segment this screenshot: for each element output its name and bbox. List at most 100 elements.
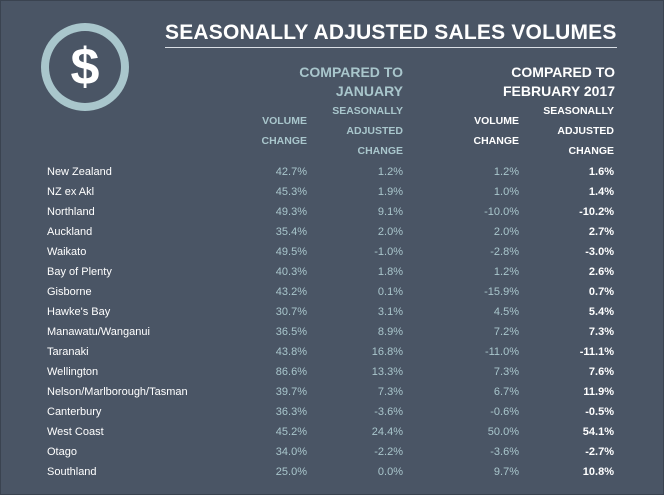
col-header-line: SEASONALLY [332, 105, 403, 117]
col-header-line: CHANGE [473, 135, 519, 147]
region-name: Gisborne [47, 286, 92, 298]
col-header-seasonally-adjusted-feb: SEASONALLY ADJUSTED CHANGE [534, 101, 614, 161]
cell-volume-change-jan: 42.7% [275, 166, 307, 178]
group-header-line: JANUARY [335, 83, 403, 99]
cell-volume-change-jan: 36.5% [275, 326, 307, 338]
cell-sa-change-jan: 2.0% [377, 226, 403, 238]
cell-volume-change-jan: 34.0% [275, 446, 307, 458]
cell-volume-change-feb: 1.2% [493, 166, 519, 178]
table-row: Bay of Plenty 40.3% 1.8% 1.2% 2.6% [1, 262, 664, 282]
region-name: Nelson/Marlborough/Tasman [47, 386, 188, 398]
cell-volume-change-feb: 1.2% [493, 266, 519, 278]
dollar-symbol: $ [49, 31, 121, 103]
cell-sa-change-jan: 0.1% [377, 286, 403, 298]
cell-volume-change-feb: 7.3% [493, 366, 519, 378]
col-header-line: ADJUSTED [557, 125, 614, 137]
region-name: Wellington [47, 366, 99, 378]
title-divider [165, 47, 617, 48]
cell-sa-change-jan: 8.9% [377, 326, 403, 338]
table-row: Waikato 49.5% -1.0% -2.8% -3.0% [1, 242, 664, 262]
region-name: Southland [47, 466, 97, 478]
cell-sa-change-feb: 11.9% [583, 386, 614, 398]
cell-sa-change-feb: -0.5% [585, 406, 614, 418]
cell-volume-change-jan: 43.2% [275, 286, 307, 298]
cell-volume-change-feb: 6.7% [493, 386, 519, 398]
col-header-volume-change-jan: VOLUME CHANGE [247, 111, 307, 151]
cell-sa-change-jan: 9.1% [377, 206, 403, 218]
col-header-line: CHANGE [261, 135, 307, 147]
cell-volume-change-feb: 9.7% [493, 466, 519, 478]
col-header-line: VOLUME [474, 115, 519, 127]
cell-sa-change-feb: 2.6% [588, 266, 614, 278]
cell-volume-change-jan: 36.3% [275, 406, 307, 418]
cell-sa-change-feb: 10.8% [582, 466, 614, 478]
cell-sa-change-jan: -2.2% [374, 446, 403, 458]
col-header-line: CHANGE [357, 145, 403, 157]
table-row: Auckland 35.4% 2.0% 2.0% 2.7% [1, 222, 664, 242]
page-title: SEASONALLY ADJUSTED SALES VOLUMES [165, 21, 617, 44]
col-header-line: CHANGE [568, 145, 614, 157]
cell-volume-change-feb: 4.5% [493, 306, 519, 318]
table-row: Hawke's Bay 30.7% 3.1% 4.5% 5.4% [1, 302, 664, 322]
cell-volume-change-jan: 45.3% [275, 186, 307, 198]
table-row: Nelson/Marlborough/Tasman 39.7% 7.3% 6.7% 11… [1, 382, 664, 402]
cell-volume-change-feb: 1.0% [493, 186, 519, 198]
cell-sa-change-jan: 16.8% [371, 346, 403, 358]
cell-volume-change-feb: 7.2% [493, 326, 519, 338]
col-header-volume-change-feb: VOLUME CHANGE [459, 111, 519, 151]
cell-volume-change-jan: 86.6% [275, 366, 307, 378]
cell-sa-change-feb: -3.0% [585, 246, 614, 258]
cell-sa-change-feb: 1.6% [588, 166, 614, 178]
cell-sa-change-jan: 3.1% [377, 306, 403, 318]
cell-sa-change-jan: 24.4% [371, 426, 403, 438]
group-header-line: COMPARED TO [299, 64, 403, 80]
cell-volume-change-feb: -0.6% [490, 406, 519, 418]
table-row: Canterbury 36.3% -3.6% -0.6% -0.5% [1, 402, 664, 422]
region-name: NZ ex Akl [47, 186, 95, 198]
cell-volume-change-jan: 49.5% [275, 246, 307, 258]
cell-sa-change-jan: 13.3% [371, 366, 403, 378]
col-header-line: SEASONALLY [543, 105, 614, 117]
cell-volume-change-feb: -11.0% [484, 346, 519, 358]
region-name: Auckland [47, 226, 93, 238]
cell-volume-change-jan: 35.4% [275, 226, 307, 238]
region-name: Manawatu/Wanganui [47, 326, 150, 338]
cell-volume-change-jan: 43.8% [275, 346, 307, 358]
table-row: Otago 34.0% -2.2% -3.6% -2.7% [1, 442, 664, 462]
table-row: Taranaki 43.8% 16.8% -11.0% -11.1% [1, 342, 664, 362]
cell-volume-change-feb: 2.0% [493, 226, 519, 238]
cell-sa-change-jan: 0.0% [377, 466, 403, 478]
cell-sa-change-feb: 7.3% [588, 326, 614, 338]
region-name: Bay of Plenty [47, 266, 112, 278]
cell-volume-change-feb: -15.9% [484, 286, 519, 298]
cell-volume-change-jan: 45.2% [275, 426, 307, 438]
cell-volume-change-jan: 25.0% [275, 466, 307, 478]
col-header-seasonally-adjusted-jan: SEASONALLY ADJUSTED CHANGE [323, 101, 403, 161]
table-row: NZ ex Akl 45.3% 1.9% 1.0% 1.4% [1, 182, 664, 202]
cell-sa-change-feb: 5.4% [588, 306, 614, 318]
group-header-line: FEBRUARY 2017 [502, 83, 615, 99]
dollar-icon: $ [41, 23, 129, 111]
table-row: Northland 49.3% 9.1% -10.0% -10.2% [1, 202, 664, 222]
cell-volume-change-jan: 40.3% [275, 266, 307, 278]
cell-sa-change-feb: -2.7% [585, 446, 614, 458]
cell-sa-change-jan: 1.8% [377, 266, 403, 278]
cell-sa-change-feb: -11.1% [579, 346, 614, 358]
region-name: Canterbury [47, 406, 102, 418]
table-row: West Coast 45.2% 24.4% 50.0% 54.1% [1, 422, 664, 442]
cell-volume-change-jan: 49.3% [275, 206, 307, 218]
cell-sa-change-feb: 0.7% [588, 286, 614, 298]
cell-volume-change-jan: 39.7% [275, 386, 307, 398]
cell-sa-change-feb: -10.2% [579, 206, 614, 218]
col-header-line: ADJUSTED [346, 125, 403, 137]
cell-sa-change-feb: 7.6% [588, 366, 614, 378]
group-header-february-2017: COMPARED TO FEBRUARY 2017 [465, 63, 615, 101]
cell-volume-change-feb: -2.8% [490, 246, 519, 258]
table-row: Gisborne 43.2% 0.1% -15.9% 0.7% [1, 282, 664, 302]
cell-sa-change-jan: 1.9% [377, 186, 403, 198]
region-name: Hawke's Bay [47, 306, 111, 318]
region-name: New Zealand [47, 166, 112, 178]
cell-sa-change-feb: 1.4% [588, 186, 614, 198]
region-name: Waikato [47, 246, 87, 258]
